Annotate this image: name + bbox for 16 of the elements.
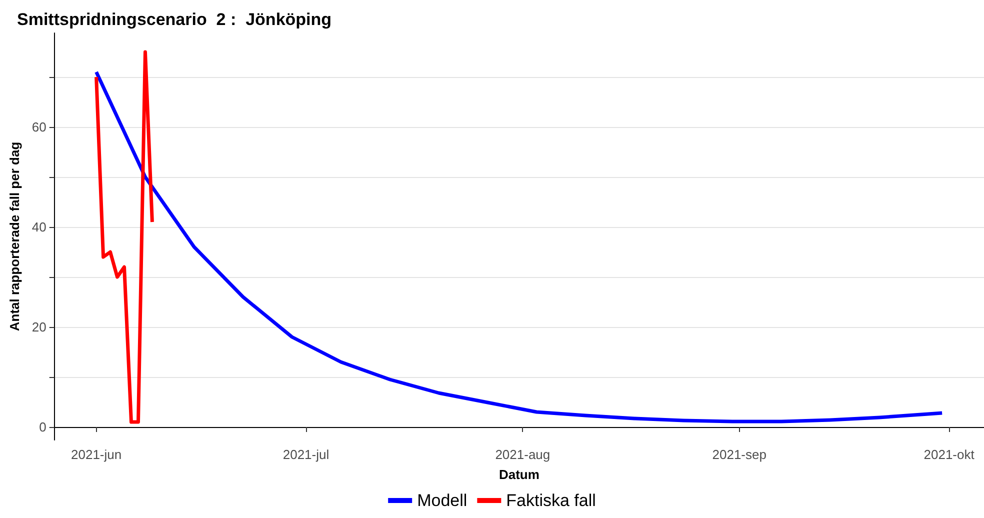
x-tick-label: 2021-sep: [712, 447, 766, 462]
line-series: [94, 50, 154, 424]
legend-label: Faktiska fall: [506, 491, 596, 510]
x-axis-title: Datum: [498, 467, 540, 482]
y-tick-label: 60: [32, 120, 46, 134]
chart-title: Smittspridningscenario 2 : Jönköping: [17, 10, 332, 29]
x-tick-label: 2021-aug: [495, 447, 550, 462]
y-tick-label: 0: [39, 420, 46, 434]
y-tick-label: 20: [32, 320, 46, 334]
x-tick-label: 2021-okt: [924, 447, 975, 462]
y-tick-label: 40: [32, 220, 46, 234]
y-axis-title: Antal rapporterade fall per dag: [7, 142, 22, 332]
x-tick-label: 2021-jul: [282, 447, 330, 462]
legend-label: Modell: [417, 491, 468, 510]
x-tick-label: 2021-jun: [70, 447, 122, 462]
line-series: [94, 70, 944, 424]
